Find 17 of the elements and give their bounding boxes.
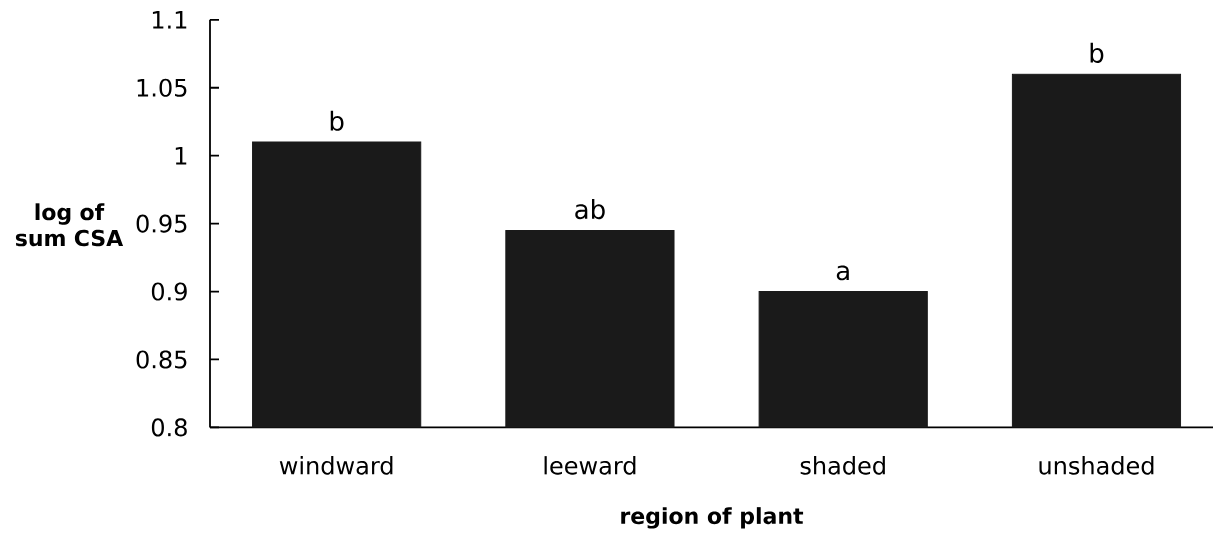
y-tick-label: 0.9 bbox=[151, 282, 187, 301]
x-tick-label: windward bbox=[279, 456, 393, 475]
x-tick-label: leeward bbox=[544, 456, 636, 475]
y-tick-label: 0.95 bbox=[136, 214, 187, 233]
annotation: ab bbox=[575, 199, 605, 220]
y-axis-title: log of sum CSA bbox=[15, 203, 124, 247]
annotation: b bbox=[330, 110, 344, 131]
y-tick-label: 1.1 bbox=[152, 11, 187, 29]
y-tick-label: 1.05 bbox=[137, 78, 187, 97]
x-tick-label: shaded bbox=[800, 456, 885, 475]
y-tick-label: 0.8 bbox=[151, 418, 187, 437]
y-tick-label: 0.85 bbox=[136, 350, 187, 369]
annotation: b bbox=[1090, 42, 1104, 63]
annotation: a bbox=[836, 265, 849, 281]
y-tick-label: 1 bbox=[175, 146, 187, 165]
x-tick-label: unshaded bbox=[1039, 456, 1154, 475]
x-axis-title: region of plant bbox=[621, 507, 804, 529]
